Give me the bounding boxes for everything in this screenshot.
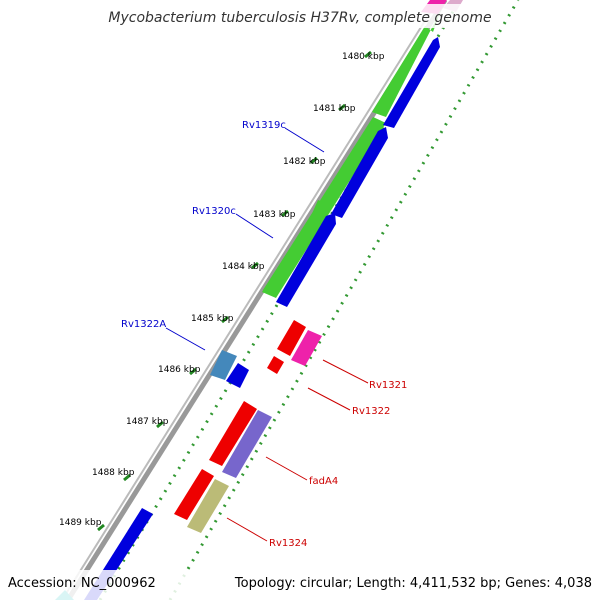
gene-label-rv1319c: Rv1319c — [242, 120, 286, 131]
tick-label-1481: 1481 kbp — [313, 104, 356, 114]
gene-rv1320c[interactable] — [262, 117, 386, 298]
leader-rv1320c — [235, 213, 274, 239]
tick-label-1482: 1482 kbp — [283, 157, 326, 167]
map-title: Mycobacterium tuberculosis H37Rv, comple… — [108, 10, 491, 26]
backbone-shadow — [61, 0, 439, 600]
gene-rv1321[interactable] — [291, 330, 322, 366]
gene-blue-mid[interactable] — [331, 127, 388, 218]
tick-mark — [221, 315, 229, 324]
tick-label-1483: 1483 kbp — [253, 210, 296, 220]
gene-label-rv1322: Rv1322 — [352, 406, 390, 417]
title-backdrop — [110, 4, 490, 28]
gene-label-rv1324: Rv1324 — [269, 538, 307, 549]
tick-mark — [97, 523, 105, 532]
topology-text: Topology: circular; Length: 4,411,532 bp… — [234, 576, 592, 591]
gene-rv1321-red[interactable] — [277, 320, 306, 356]
tick-label-1489: 1489 kbp — [59, 518, 102, 528]
tick-label-1480: 1480 kbp — [342, 52, 385, 62]
footer-backdrop — [0, 570, 600, 600]
gene-label-rv1321: Rv1321 — [369, 380, 407, 391]
gene-blue-top[interactable] — [383, 37, 440, 128]
leader-rv1321 — [322, 359, 369, 384]
tick-mark — [123, 473, 131, 482]
tick-label-1485: 1485 kbp — [191, 314, 234, 324]
leader-rv1322a — [165, 327, 206, 351]
leader-rv1322 — [307, 387, 351, 411]
gene-blue-small[interactable] — [226, 363, 249, 388]
tick-mark — [310, 156, 318, 165]
tick-marks — [97, 50, 372, 532]
gene-fada4[interactable] — [222, 410, 272, 478]
gene-red-fada4-upper[interactable] — [209, 401, 257, 466]
gene-blue-lower[interactable] — [276, 213, 336, 307]
accession-text: Accession: NC_000962 — [8, 576, 156, 591]
tick-label-1484: 1484 kbp — [222, 262, 265, 272]
tick-mark — [251, 261, 259, 270]
gene-rv1322[interactable] — [267, 356, 284, 374]
leader-rv1319c — [284, 127, 325, 153]
gene-label-rv1322a: Rv1322A — [121, 319, 166, 330]
leader-fada4 — [265, 456, 308, 481]
tick-mark — [156, 420, 164, 429]
tick-label-1486: 1486 kbp — [158, 365, 201, 375]
tick-mark — [364, 50, 372, 59]
outer-dotted-track — [168, 0, 520, 600]
gene-rv1324[interactable] — [187, 479, 229, 533]
gene-rv1319c[interactable] — [372, 10, 441, 117]
tick-mark — [281, 209, 289, 218]
gene-label-rv1320c: Rv1320c — [192, 206, 236, 217]
tick-mark — [189, 367, 197, 376]
gene-rv1322a[interactable] — [210, 350, 237, 380]
leader-rv1324 — [226, 517, 268, 542]
tick-label-1487: 1487 kbp — [126, 417, 169, 427]
gene-label-fada4: fadA4 — [309, 476, 338, 487]
gene-red-rv1324-upper[interactable] — [174, 469, 214, 520]
tick-mark — [338, 103, 346, 112]
tick-label-1488: 1488 kbp — [92, 468, 135, 478]
